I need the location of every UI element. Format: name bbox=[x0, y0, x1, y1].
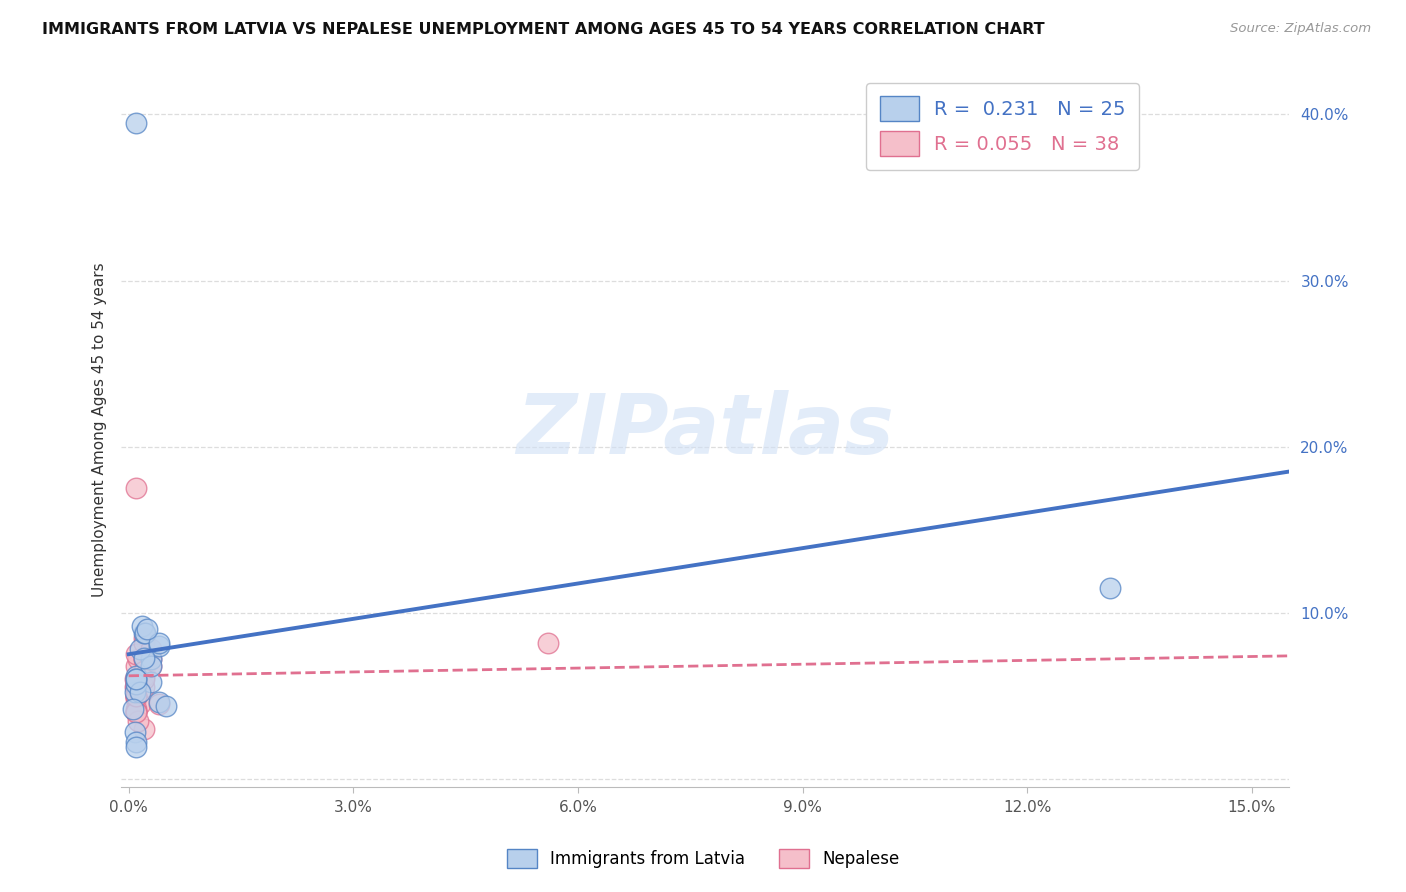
Point bbox=[132, 635, 155, 649]
Point bbox=[125, 689, 148, 703]
Point bbox=[136, 622, 159, 636]
Point bbox=[129, 685, 152, 699]
Point bbox=[1098, 581, 1121, 595]
Point bbox=[141, 675, 163, 690]
Point bbox=[125, 689, 148, 703]
Point bbox=[129, 697, 152, 711]
Point bbox=[127, 652, 149, 666]
Point bbox=[141, 658, 163, 673]
Point bbox=[125, 672, 148, 686]
Point bbox=[125, 689, 148, 703]
Point bbox=[134, 625, 156, 640]
Point bbox=[141, 652, 163, 666]
Point bbox=[132, 664, 155, 678]
Point bbox=[125, 706, 148, 720]
Point bbox=[148, 639, 170, 653]
Point bbox=[141, 658, 163, 673]
Point bbox=[129, 642, 152, 657]
Point bbox=[132, 672, 155, 686]
Point bbox=[132, 669, 155, 683]
Y-axis label: Unemployment Among Ages 45 to 54 years: Unemployment Among Ages 45 to 54 years bbox=[93, 263, 107, 598]
Point bbox=[148, 635, 170, 649]
Point bbox=[148, 695, 170, 709]
Text: ZIPatlas: ZIPatlas bbox=[516, 390, 894, 470]
Point bbox=[125, 116, 148, 130]
Point bbox=[131, 619, 153, 633]
Legend: Immigrants from Latvia, Nepalese: Immigrants from Latvia, Nepalese bbox=[501, 843, 905, 875]
Point bbox=[125, 481, 148, 495]
Point bbox=[148, 697, 170, 711]
Point bbox=[141, 642, 163, 657]
Point bbox=[125, 689, 148, 703]
Point bbox=[124, 672, 146, 686]
Point bbox=[125, 672, 148, 686]
Point bbox=[122, 702, 145, 716]
Point bbox=[125, 672, 148, 686]
Point bbox=[132, 625, 155, 640]
Legend: R =  0.231   N = 25, R = 0.055   N = 38: R = 0.231 N = 25, R = 0.055 N = 38 bbox=[866, 83, 1139, 169]
Point bbox=[537, 635, 560, 649]
Point bbox=[132, 652, 155, 666]
Point bbox=[125, 706, 148, 720]
Point bbox=[125, 706, 148, 720]
Point bbox=[132, 652, 155, 666]
Point bbox=[132, 722, 155, 736]
Point bbox=[125, 647, 148, 661]
Point bbox=[124, 725, 146, 739]
Text: IMMIGRANTS FROM LATVIA VS NEPALESE UNEMPLOYMENT AMONG AGES 45 TO 54 YEARS CORREL: IMMIGRANTS FROM LATVIA VS NEPALESE UNEMP… bbox=[42, 22, 1045, 37]
Point bbox=[132, 681, 155, 695]
Point bbox=[132, 650, 155, 665]
Point bbox=[125, 675, 148, 690]
Point bbox=[125, 677, 148, 691]
Point bbox=[125, 681, 148, 695]
Point bbox=[125, 740, 148, 755]
Point bbox=[125, 706, 148, 720]
Point bbox=[125, 702, 148, 716]
Point bbox=[124, 681, 146, 695]
Point bbox=[125, 658, 148, 673]
Point bbox=[125, 735, 148, 749]
Point bbox=[141, 652, 163, 666]
Point bbox=[132, 631, 155, 645]
Text: Source: ZipAtlas.com: Source: ZipAtlas.com bbox=[1230, 22, 1371, 36]
Point bbox=[125, 669, 148, 683]
Point bbox=[125, 681, 148, 695]
Point bbox=[132, 664, 155, 678]
Point bbox=[127, 714, 149, 728]
Point bbox=[125, 692, 148, 706]
Point bbox=[125, 681, 148, 695]
Point bbox=[124, 685, 146, 699]
Point bbox=[155, 698, 177, 713]
